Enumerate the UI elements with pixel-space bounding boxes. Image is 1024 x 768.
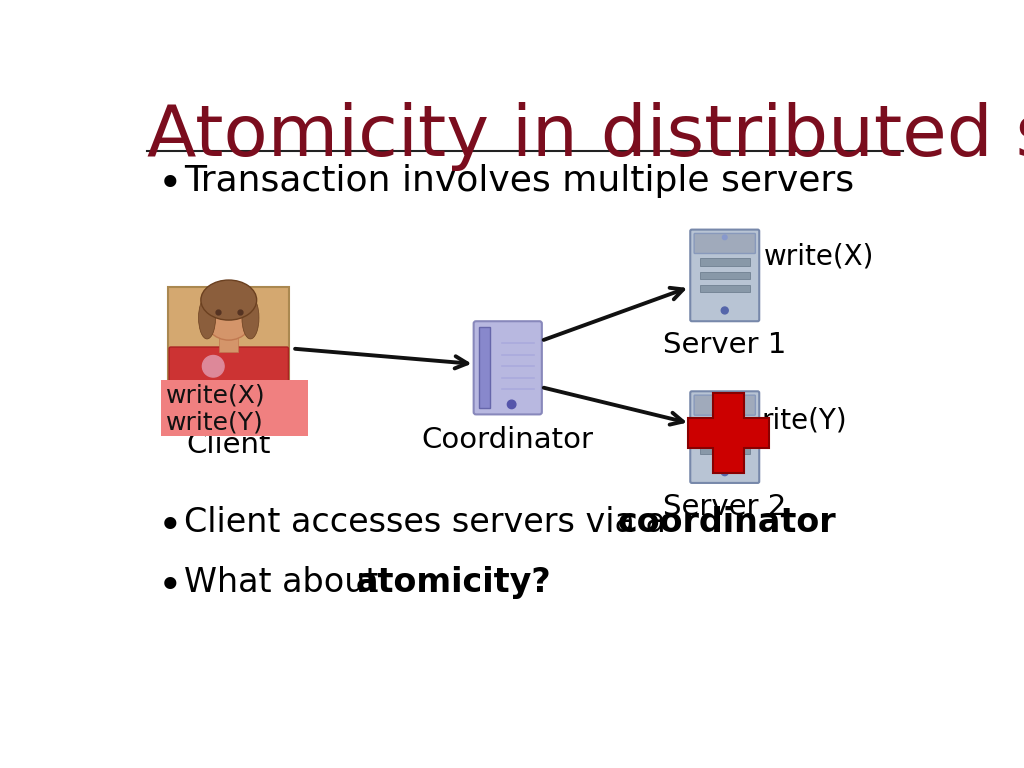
FancyBboxPatch shape: [690, 392, 759, 483]
Circle shape: [722, 235, 727, 240]
Circle shape: [507, 400, 516, 409]
Bar: [699, 433, 750, 441]
Text: write(Y): write(Y): [166, 411, 264, 435]
Text: atomicity?: atomicity?: [356, 567, 552, 600]
Bar: [699, 446, 750, 454]
Text: Transaction involves multiple servers: Transaction involves multiple servers: [183, 164, 854, 198]
Text: write(X): write(X): [764, 242, 873, 270]
Text: •: •: [158, 164, 182, 206]
Bar: [699, 259, 750, 266]
Text: Client accesses servers via a: Client accesses servers via a: [183, 506, 676, 539]
Bar: [699, 272, 750, 280]
Ellipse shape: [201, 280, 257, 320]
Polygon shape: [688, 393, 769, 473]
Circle shape: [721, 468, 728, 475]
FancyBboxPatch shape: [169, 347, 289, 423]
Bar: [699, 285, 750, 293]
Text: •: •: [158, 567, 182, 608]
FancyBboxPatch shape: [474, 321, 542, 415]
Text: Server 2: Server 2: [664, 492, 786, 521]
Ellipse shape: [203, 285, 255, 340]
Text: Coordinator: Coordinator: [422, 426, 594, 455]
Ellipse shape: [199, 296, 216, 339]
Text: rite(Y): rite(Y): [762, 406, 848, 434]
Text: Server 1: Server 1: [664, 331, 786, 359]
FancyBboxPatch shape: [690, 230, 759, 321]
Text: coordinator: coordinator: [617, 506, 837, 539]
Bar: [479, 327, 489, 409]
Bar: [219, 336, 238, 353]
Ellipse shape: [242, 296, 259, 339]
Circle shape: [721, 307, 728, 314]
Circle shape: [722, 397, 727, 402]
FancyBboxPatch shape: [168, 287, 289, 422]
FancyBboxPatch shape: [161, 380, 308, 435]
Text: Atomicity in distributed systems: Atomicity in distributed systems: [147, 102, 1024, 171]
FancyBboxPatch shape: [694, 233, 756, 253]
Circle shape: [203, 356, 224, 377]
Text: write(X): write(X): [166, 384, 265, 408]
FancyBboxPatch shape: [694, 396, 756, 415]
Text: What about: What about: [183, 567, 389, 600]
Text: Client: Client: [186, 431, 271, 459]
Bar: [699, 420, 750, 428]
Text: •: •: [158, 506, 182, 548]
